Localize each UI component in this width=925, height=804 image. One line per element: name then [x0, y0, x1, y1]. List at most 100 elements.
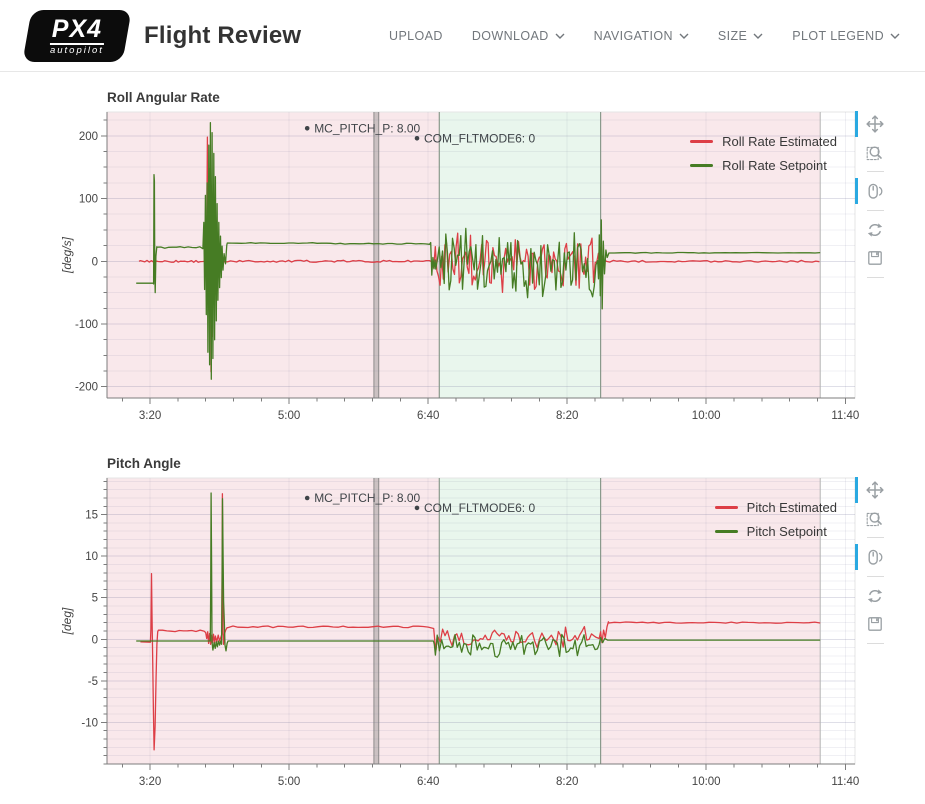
- pan-icon: [866, 481, 884, 499]
- chevron-down-icon: [753, 33, 763, 39]
- legend-item: Pitch Estimated: [714, 500, 837, 515]
- active-tool-indicator: [855, 544, 858, 570]
- pan-icon: [866, 115, 884, 133]
- pitch-setpoint-line: [136, 492, 821, 658]
- reset-icon: [867, 223, 883, 237]
- toolbar-separator: [866, 277, 884, 278]
- pan-tool-button[interactable]: [855, 111, 886, 137]
- mode-change-band: [373, 478, 379, 764]
- flight-mode-region-pink: [107, 112, 440, 398]
- x-tick-label: 5:00: [278, 776, 300, 788]
- x-tick-label: 8:20: [556, 410, 578, 422]
- y-tick-label: 0: [92, 256, 98, 268]
- toolbar-separator: [866, 643, 884, 644]
- wheel-zoom-tool-button[interactable]: [855, 544, 886, 570]
- roll-angular-rate-chart: Roll Angular Rate [deg/s] -200 -100 0 100 20…: [0, 90, 925, 426]
- estimated-line-swatch: [690, 140, 714, 143]
- estimated-line-swatch: [714, 506, 738, 509]
- flight-mode-region-pink: [107, 478, 440, 764]
- x-tick-label: 11:40: [831, 776, 859, 788]
- nav-upload[interactable]: UPLOAD: [389, 29, 443, 43]
- box-zoom-tool-button[interactable]: [864, 506, 886, 530]
- legend-label: Roll Rate Setpoint: [722, 158, 827, 173]
- legend-item: Pitch Setpoint: [714, 524, 837, 539]
- x-tick-label: 6:40: [417, 410, 439, 422]
- x-tick-label: 10:00: [692, 410, 721, 422]
- box-zoom-icon: [866, 512, 882, 527]
- chevron-down-icon: [890, 33, 900, 39]
- box-zoom-tool-button[interactable]: [864, 140, 886, 164]
- nav-upload-label: UPLOAD: [389, 28, 443, 43]
- y-tick-label: -5: [88, 676, 98, 688]
- setpoint-line-swatch: [690, 164, 714, 167]
- legend-item: Roll Rate Estimated: [690, 134, 837, 149]
- px4-logo[interactable]: PX4 autopilot: [22, 9, 132, 62]
- reset-tool-button[interactable]: [864, 584, 886, 608]
- y-tick-label: 0: [92, 634, 98, 646]
- chevron-down-icon: [555, 33, 565, 39]
- y-tick-label: -100: [75, 319, 98, 331]
- nav-size-label: SIZE: [717, 28, 748, 43]
- annotation-label: COM_FLTMODE6: 0: [424, 501, 535, 515]
- px4-logo-main: PX4: [51, 14, 103, 43]
- active-tool-indicator: [855, 111, 858, 137]
- box-zoom-icon: [866, 146, 882, 161]
- setpoint-line-swatch: [714, 530, 738, 533]
- chevron-down-icon: [679, 33, 689, 39]
- annotation-dot: [304, 126, 310, 131]
- toolbar-separator: [866, 210, 884, 211]
- toolbar-separator: [866, 171, 884, 172]
- save-tool-button[interactable]: [864, 246, 886, 270]
- annotation-dot: [414, 505, 420, 511]
- legend-label: Roll Rate Estimated: [722, 134, 837, 149]
- legend-label: Pitch Estimated: [746, 500, 837, 515]
- app-header: PX4 autopilot Flight Review UPLOAD DOWNL…: [0, 0, 925, 72]
- main-nav: UPLOAD DOWNLOAD NAVIGATION SIZE PLOT LEG…: [389, 29, 900, 43]
- roll-angular-rate-plot[interactable]: -200 -100 0 100 200 3:20 5:00 6:40 8:20 10:00 11:4…: [60, 106, 880, 422]
- plot-toolbar: [855, 476, 888, 649]
- annotation-label: MC_PITCH_P: 8.00: [314, 491, 420, 505]
- x-tick-label: 11:40: [831, 410, 859, 422]
- px4-logo-sub: autopilot: [50, 42, 104, 56]
- toolbar-separator: [866, 537, 884, 538]
- y-tick-label: 200: [79, 131, 98, 143]
- pan-tool-button[interactable]: [855, 477, 886, 503]
- nav-plot-legend[interactable]: PLOT LEGEND: [792, 29, 900, 43]
- px4-logo-text: PX4 autopilot: [50, 14, 104, 56]
- x-tick-label: 10:00: [692, 776, 721, 788]
- active-tool-indicator: [855, 178, 858, 204]
- save-tool-button[interactable]: [864, 612, 886, 636]
- x-tick-label: 3:20: [139, 410, 161, 422]
- x-tick-label: 6:40: [417, 776, 439, 788]
- nav-size[interactable]: SIZE: [718, 29, 763, 43]
- wheel-zoom-icon: [868, 549, 883, 565]
- y-tick-label: 15: [85, 510, 98, 522]
- flight-mode-region-pink: [600, 112, 821, 398]
- reset-tool-button[interactable]: [864, 218, 886, 242]
- page-title: Flight Review: [144, 21, 302, 49]
- toolbar-separator: [866, 576, 884, 577]
- y-tick-label: -10: [81, 717, 98, 729]
- roll-rate-setpoint-line: [136, 122, 821, 380]
- x-tick-label: 5:00: [278, 410, 300, 422]
- legend-item: Roll Rate Setpoint: [690, 158, 837, 173]
- save-icon: [868, 251, 882, 265]
- wheel-zoom-tool-button[interactable]: [855, 178, 886, 204]
- flight-mode-region-pink: [600, 478, 821, 764]
- nav-download[interactable]: DOWNLOAD: [472, 29, 565, 43]
- wheel-zoom-icon: [868, 183, 883, 199]
- annotation-dot: [304, 495, 310, 501]
- x-tick-label: 3:20: [139, 776, 161, 788]
- annotation-dot: [414, 136, 420, 141]
- plot-legend: Roll Rate Estimated Roll Rate Setpoint: [690, 134, 837, 182]
- pitch-angle-plot[interactable]: -10 -5 0 5 10 15 3:20 5:00 6:40 8:20 10:00 11:40 MC_…: [60, 472, 880, 788]
- nav-plot-legend-label: PLOT LEGEND: [792, 28, 884, 43]
- nav-navigation-label: NAVIGATION: [593, 28, 673, 43]
- x-tick-label: 8:20: [556, 776, 578, 788]
- flight-mode-region-green: [439, 478, 601, 764]
- mode-change-band: [373, 112, 379, 398]
- pitch-angle-chart: Pitch Angle [deg] -10 -5 0 5 10 15 3:20 5:00 6:4…: [0, 456, 925, 792]
- nav-navigation[interactable]: NAVIGATION: [594, 29, 689, 43]
- nav-download-label: DOWNLOAD: [471, 28, 549, 43]
